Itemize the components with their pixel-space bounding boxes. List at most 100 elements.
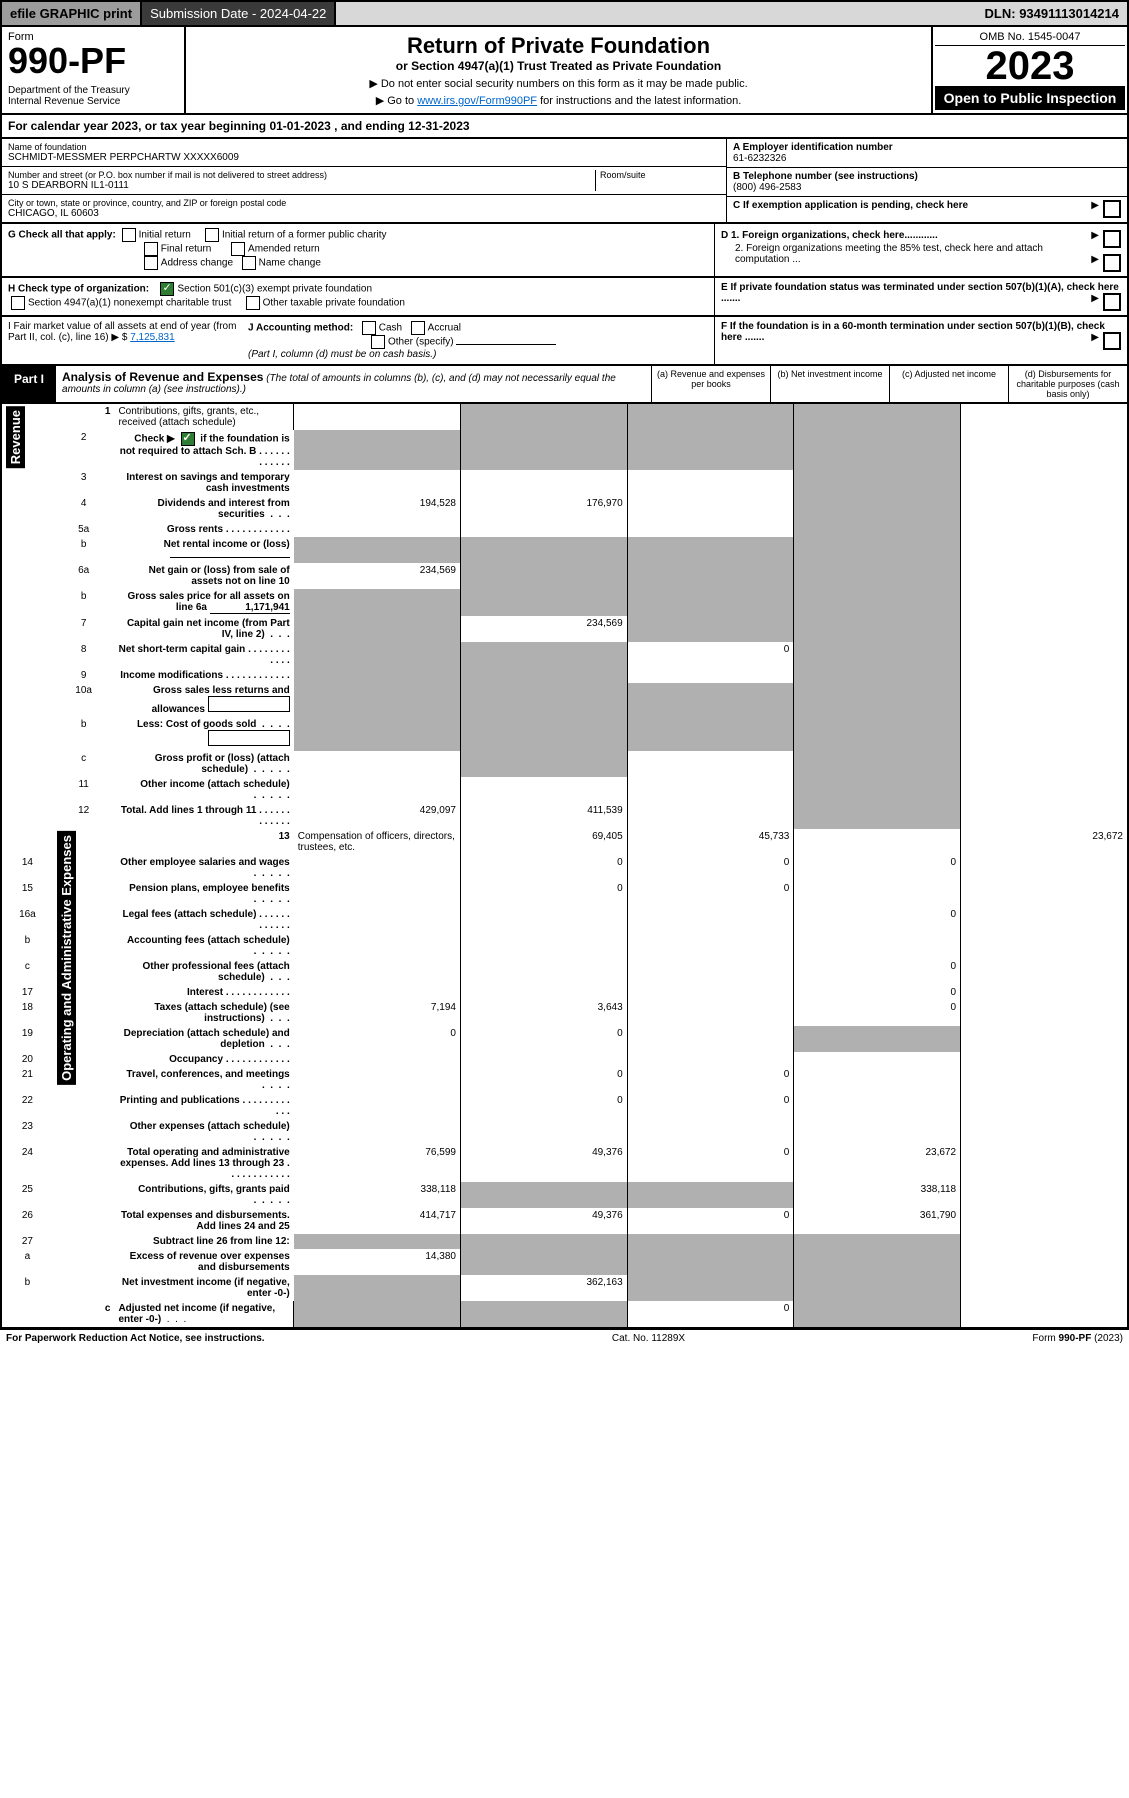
- addr-change-checkbox[interactable]: [144, 256, 158, 270]
- top-bar: efile GRAPHIC print Submission Date - 20…: [0, 0, 1129, 27]
- row-26-label: Total expenses and disbursements. Add li…: [114, 1208, 293, 1234]
- expenses-side-label: Operating and Administrative Expenses: [57, 831, 76, 1085]
- row-21-label: Travel, conferences, and meetings . . . …: [114, 1067, 293, 1093]
- f-label: F If the foundation is in a 60-month ter…: [721, 321, 1105, 343]
- other-method-label: Other (specify): [388, 337, 454, 348]
- j-note: (Part I, column (d) must be on cash basi…: [248, 349, 436, 360]
- calendar-year-row: For calendar year 2023, or tax year begi…: [0, 115, 1129, 139]
- room-label: Room/suite: [600, 170, 720, 180]
- row-18-a: 7,194: [294, 1000, 461, 1026]
- row-17-label: Interest: [114, 985, 293, 1000]
- form-title: Return of Private Foundation: [192, 33, 925, 59]
- d2-checkbox[interactable]: [1103, 254, 1121, 272]
- address: 10 S DEARBORN IL1-0111: [8, 180, 595, 191]
- row-13-b: 45,733: [627, 829, 794, 855]
- form-link[interactable]: www.irs.gov/Form990PF: [417, 95, 537, 107]
- accrual-label: Accrual: [428, 323, 461, 334]
- foundation-name: SCHMIDT-MESSMER PERPCHARTW XXXXX6009: [8, 152, 720, 163]
- row-18-d: 0: [794, 1000, 961, 1026]
- footer-right: Form 990-PF (2023): [1032, 1333, 1123, 1344]
- 4947-checkbox[interactable]: [11, 296, 25, 310]
- f-checkbox[interactable]: [1103, 332, 1121, 350]
- other-method-checkbox[interactable]: [371, 335, 385, 349]
- row-5b-label: Net rental income or (loss): [114, 537, 293, 563]
- row-14-b: 0: [460, 855, 627, 881]
- row-4-b: 176,970: [460, 496, 627, 522]
- efile-label: efile GRAPHIC print: [2, 2, 142, 25]
- row-18-label: Taxes (attach schedule) (see instruction…: [114, 1000, 293, 1026]
- cash-checkbox[interactable]: [362, 321, 376, 335]
- final-return-label: Final return: [161, 244, 212, 255]
- dept-label: Department of the Treasury Internal Reve…: [8, 85, 178, 107]
- initial-former-checkbox[interactable]: [205, 228, 219, 242]
- row-8-c: 0: [627, 642, 794, 668]
- g-section: G Check all that apply: Initial return I…: [0, 224, 1129, 278]
- form-header: Form 990-PF Department of the Treasury I…: [0, 27, 1129, 115]
- row-5a-label: Gross rents: [114, 522, 293, 537]
- row-16c-label: Other professional fees (attach schedule…: [114, 959, 293, 985]
- row-6b-value: 1,171,941: [210, 602, 290, 614]
- row-27b-label: Net investment income (if negative, ente…: [114, 1275, 293, 1301]
- accrual-checkbox[interactable]: [411, 321, 425, 335]
- sch-b-checkbox[interactable]: [181, 432, 195, 446]
- row-6b-label: Gross sales price for all assets on line…: [114, 589, 293, 616]
- row-10c-label: Gross profit or (loss) (attach schedule)…: [114, 751, 293, 777]
- row-13-a: 69,405: [460, 829, 627, 855]
- 501c3-checkbox[interactable]: [160, 282, 174, 296]
- city-label: City or town, state or province, country…: [8, 198, 720, 208]
- ein: 61-6232326: [733, 153, 786, 164]
- row-17-d: 0: [794, 985, 961, 1000]
- row-16c-d: 0: [794, 959, 961, 985]
- d1-checkbox[interactable]: [1103, 230, 1121, 248]
- final-return-checkbox[interactable]: [144, 242, 158, 256]
- row-27a-a: 14,380: [294, 1249, 461, 1275]
- row-4-a: 194,528: [294, 496, 461, 522]
- phone: (800) 496-2583: [733, 182, 801, 193]
- row-27-label: Subtract line 26 from line 12:: [114, 1234, 293, 1249]
- instr-2: ▶ Go to www.irs.gov/Form990PF for instru…: [192, 94, 925, 107]
- row-21-b: 0: [460, 1067, 627, 1093]
- row-6a-label: Net gain or (loss) from sale of assets n…: [114, 563, 293, 589]
- submission-date: Submission Date - 2024-04-22: [142, 2, 336, 25]
- row-14-d: 0: [794, 855, 961, 881]
- name-change-label: Name change: [259, 258, 321, 269]
- j-label: J Accounting method:: [248, 323, 353, 334]
- row-9-label: Income modifications: [114, 668, 293, 683]
- g-label: G Check all that apply:: [8, 230, 116, 241]
- row-18-b: 3,643: [460, 1000, 627, 1026]
- row-16b-label: Accounting fees (attach schedule) . . . …: [114, 933, 293, 959]
- row-12-a: 429,097: [294, 803, 461, 829]
- c-label: C If exemption application is pending, c…: [733, 200, 968, 211]
- initial-return-checkbox[interactable]: [122, 228, 136, 242]
- entity-box: Name of foundation SCHMIDT-MESSMER PERPC…: [0, 139, 1129, 224]
- row-27c-label: Adjusted net income (if negative, enter …: [114, 1301, 293, 1328]
- row-26-d: 361,790: [794, 1208, 961, 1234]
- revenue-side-label: Revenue: [6, 406, 25, 468]
- row-22-c: 0: [627, 1093, 794, 1119]
- row-24-d: 23,672: [794, 1145, 961, 1182]
- row-25-a: 338,118: [294, 1182, 461, 1208]
- 4947-label: Section 4947(a)(1) nonexempt charitable …: [28, 298, 231, 309]
- d1-label: D 1. Foreign organizations, check here..…: [721, 230, 938, 241]
- row-15-label: Pension plans, employee benefits . . . .…: [114, 881, 293, 907]
- row-26-b: 49,376: [460, 1208, 627, 1234]
- row-24-c: 0: [627, 1145, 794, 1182]
- row-15-b: 0: [460, 881, 627, 907]
- name-change-checkbox[interactable]: [242, 256, 256, 270]
- 501c3-label: Section 501(c)(3) exempt private foundat…: [177, 284, 372, 295]
- row-11-label: Other income (attach schedule) . . . . .: [114, 777, 293, 803]
- instr-1: ▶ Do not enter social security numbers o…: [192, 77, 925, 90]
- footer-cat: Cat. No. 11289X: [265, 1333, 1033, 1344]
- row-27a-label: Excess of revenue over expenses and disb…: [114, 1249, 293, 1275]
- row-27c-c: 0: [627, 1301, 794, 1328]
- row-12-b: 411,539: [460, 803, 627, 829]
- col-b-head: (b) Net investment income: [770, 366, 889, 402]
- row-16a-d: 0: [794, 907, 961, 933]
- row-24-b: 49,376: [460, 1145, 627, 1182]
- fmv-link[interactable]: 7,125,831: [130, 332, 175, 343]
- amended-checkbox[interactable]: [231, 242, 245, 256]
- row-19-b: 0: [460, 1026, 627, 1052]
- other-taxable-checkbox[interactable]: [246, 296, 260, 310]
- e-checkbox[interactable]: [1103, 293, 1121, 311]
- c-checkbox[interactable]: [1103, 200, 1121, 218]
